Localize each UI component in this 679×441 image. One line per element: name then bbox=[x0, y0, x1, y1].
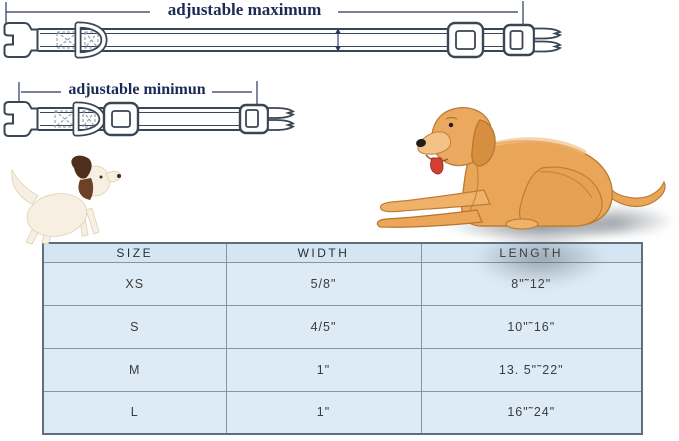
cell-width: 1" bbox=[225, 347, 422, 392]
buckle-female-icon bbox=[3, 22, 39, 58]
cell-width: 5/8" bbox=[225, 261, 422, 306]
golden-retriever-illustration bbox=[376, 107, 666, 230]
dog-eye bbox=[99, 175, 103, 179]
table-row-m: M 1" 13. 5"˜22" bbox=[42, 347, 643, 392]
retriever-ear bbox=[471, 119, 496, 167]
dog-muzzle bbox=[105, 171, 122, 183]
cell-size: S bbox=[42, 304, 227, 349]
size-chart-table: SIZE WIDTH LENGTH XS 5/8" 8"˜12" S 4/5" … bbox=[42, 242, 643, 435]
table-row-l: L 1" 16"˜24" bbox=[42, 390, 643, 435]
small-dog-illustration bbox=[11, 155, 122, 245]
retriever-brow bbox=[445, 116, 458, 120]
cell-length: 16"˜24" bbox=[420, 390, 643, 435]
cell-width: 4/5" bbox=[225, 304, 422, 349]
buckle-female-icon bbox=[3, 101, 39, 137]
dog-front-leg bbox=[85, 207, 100, 235]
dog-nose bbox=[117, 174, 121, 178]
cell-width: 1" bbox=[225, 390, 422, 435]
maximum-label: adjustable maximum bbox=[167, 0, 322, 19]
cell-size: M bbox=[42, 347, 227, 392]
cell-length: 13. 5"˜22" bbox=[420, 347, 643, 392]
dog-ear bbox=[71, 155, 92, 179]
buckle-male-icon bbox=[238, 103, 296, 135]
buckle-male-icon bbox=[502, 23, 563, 57]
table-row-s: S 4/5" 10"˜16" bbox=[42, 304, 643, 349]
retriever-nose bbox=[416, 138, 426, 148]
d-ring-icon bbox=[74, 21, 108, 59]
cell-size: L bbox=[42, 390, 227, 435]
width-arrow bbox=[335, 28, 341, 52]
retriever-tail bbox=[607, 180, 666, 208]
retriever-hind-paw bbox=[505, 218, 539, 230]
minimum-label: adjustable minimun bbox=[68, 81, 206, 98]
dog-body bbox=[26, 193, 88, 237]
triglide-slider-icon bbox=[446, 21, 485, 59]
d-ring-icon bbox=[72, 101, 106, 137]
dog-tail bbox=[11, 168, 39, 205]
dog-cheek-patch bbox=[78, 178, 94, 200]
dimension-line-minimum bbox=[18, 81, 258, 107]
cell-length: 8"˜12" bbox=[420, 261, 643, 306]
collar-maximum-illustration bbox=[3, 1, 563, 59]
retriever-back-highlight bbox=[484, 137, 587, 155]
triglide-slider-icon bbox=[102, 101, 140, 137]
retriever-eye bbox=[448, 122, 454, 128]
table-row-xs: XS 5/8" 8"˜12" bbox=[42, 261, 643, 306]
cell-size: XS bbox=[42, 261, 227, 306]
retriever-thigh-contour bbox=[539, 171, 593, 199]
retriever-front-leg bbox=[376, 209, 483, 228]
retriever-tongue bbox=[430, 157, 444, 175]
col-header-size: SIZE bbox=[42, 242, 227, 263]
collar-minimum-illustration bbox=[3, 81, 296, 137]
cell-length: 10"˜16" bbox=[420, 304, 643, 349]
